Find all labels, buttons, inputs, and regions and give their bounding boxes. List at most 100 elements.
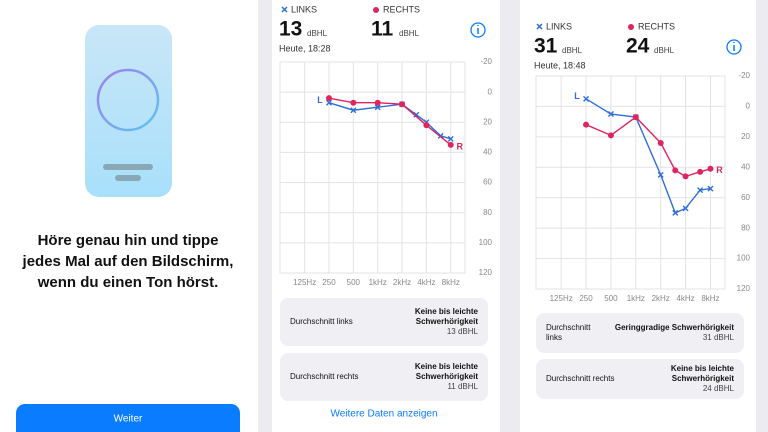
card-result: Schwerhörigkeit xyxy=(416,372,479,381)
info-button[interactable] xyxy=(726,39,742,55)
left-value: 13 xyxy=(279,18,302,41)
x-tick-label: 125Hz xyxy=(550,294,573,303)
marker xyxy=(350,99,357,106)
y-tick-label: 40 xyxy=(483,148,492,157)
right-label: RECHTS xyxy=(383,4,420,14)
marker xyxy=(632,114,639,121)
series-tag: L xyxy=(317,95,323,105)
marker xyxy=(374,104,381,111)
right-unit: dBHL xyxy=(654,46,675,55)
y-tick-label: 60 xyxy=(741,193,750,202)
listen-ring xyxy=(96,68,160,132)
marker xyxy=(697,168,704,175)
marker xyxy=(657,171,664,178)
y-tick-label: 100 xyxy=(737,254,751,263)
left-icon xyxy=(536,23,543,30)
instruction: Höre genau hin und tippe xyxy=(38,232,219,249)
summary-card xyxy=(536,359,744,399)
instruction: wenn du einen Ton hörst. xyxy=(37,274,219,291)
series-line xyxy=(328,97,452,146)
y-tick-label: 60 xyxy=(483,178,492,187)
card-label: Durchschnitt rechts xyxy=(290,372,358,381)
instruction: jedes Mal auf den Bildschirm, xyxy=(22,253,234,270)
series-line xyxy=(585,98,711,214)
marker xyxy=(583,121,590,128)
x-tick-label: 1kHz xyxy=(627,294,645,303)
y-tick-label: 120 xyxy=(479,268,493,277)
more-data-link[interactable]: Weitere Daten anzeigen xyxy=(330,409,437,420)
summary-card xyxy=(536,313,744,353)
x-tick-label: 2kHz xyxy=(652,294,670,303)
card-result: Geringgradige Schwerhörigkeit xyxy=(615,323,734,332)
phone-bar xyxy=(103,164,153,170)
left-value: 31 xyxy=(534,35,558,58)
x-tick-label: 125Hz xyxy=(293,278,316,287)
date: Heute, 18:28 xyxy=(279,43,331,53)
card-result: Keine bis leichte xyxy=(415,307,479,316)
card-result: Schwerhörigkeit xyxy=(672,374,735,383)
phone-illustration xyxy=(85,25,172,197)
card-value: 24 dBHL xyxy=(703,384,735,393)
series-tag: L xyxy=(574,91,580,101)
marker xyxy=(707,185,714,192)
phone-bar xyxy=(115,175,141,181)
right-value: 11 xyxy=(371,18,394,41)
marker xyxy=(707,165,714,172)
date: Heute, 18:48 xyxy=(534,60,586,70)
marker xyxy=(657,139,664,146)
marker xyxy=(447,141,454,148)
x-tick-label: 8kHz xyxy=(442,278,460,287)
y-tick-label: 100 xyxy=(479,238,493,247)
x-tick-label: 250 xyxy=(322,278,336,287)
y-tick-label: 120 xyxy=(737,284,751,293)
marker xyxy=(607,132,614,139)
y-tick-label: 0 xyxy=(488,87,493,96)
marker xyxy=(672,209,679,216)
marker xyxy=(399,101,406,108)
marker xyxy=(607,111,614,118)
card-result: Keine bis leichte xyxy=(671,364,735,373)
right-value: 24 xyxy=(626,35,650,58)
plot-frame xyxy=(279,61,466,274)
y-tick-label: 80 xyxy=(483,208,492,217)
continue-button[interactable] xyxy=(16,404,240,432)
left-label: LINKS xyxy=(546,21,572,31)
right-unit: dBHL xyxy=(399,29,420,38)
marker xyxy=(697,187,704,194)
y-tick-label: 0 xyxy=(746,102,751,111)
y-tick-label: 20 xyxy=(483,117,492,126)
marker xyxy=(682,173,689,180)
y-tick-label: 80 xyxy=(741,223,750,232)
summary-card xyxy=(280,298,488,346)
left-label: LINKS xyxy=(291,4,317,14)
x-tick-label: 500 xyxy=(347,278,361,287)
card-result: Keine bis leichte xyxy=(415,362,479,371)
marker xyxy=(682,205,689,212)
x-tick-label: 2kHz xyxy=(393,278,411,287)
left-unit: dBHL xyxy=(307,29,328,38)
button-label[interactable]: Weiter xyxy=(114,414,143,425)
card-value: 31 dBHL xyxy=(703,333,735,342)
marker xyxy=(583,95,590,102)
marker xyxy=(447,135,454,142)
marker xyxy=(413,111,420,118)
card-label: Durchschnitt links xyxy=(290,317,353,326)
info-button[interactable] xyxy=(470,22,486,38)
card-label: Durchschnitt xyxy=(546,323,591,332)
series-tag: R xyxy=(716,165,723,175)
series-tag: R xyxy=(457,141,464,151)
summary-card xyxy=(280,353,488,401)
x-tick-label: 8kHz xyxy=(701,294,719,303)
x-tick-label: 4kHz xyxy=(417,278,435,287)
right-label: RECHTS xyxy=(638,21,675,31)
x-tick-label: 250 xyxy=(579,294,593,303)
marker xyxy=(325,95,332,102)
x-tick-label: 500 xyxy=(604,294,618,303)
card-value: 11 dBHL xyxy=(447,382,478,391)
right-icon xyxy=(373,7,379,13)
card-label: links xyxy=(546,333,562,342)
left-unit: dBHL xyxy=(562,46,583,55)
y-tick-label: -20 xyxy=(480,57,492,66)
card-label: Durchschnitt rechts xyxy=(546,374,614,383)
